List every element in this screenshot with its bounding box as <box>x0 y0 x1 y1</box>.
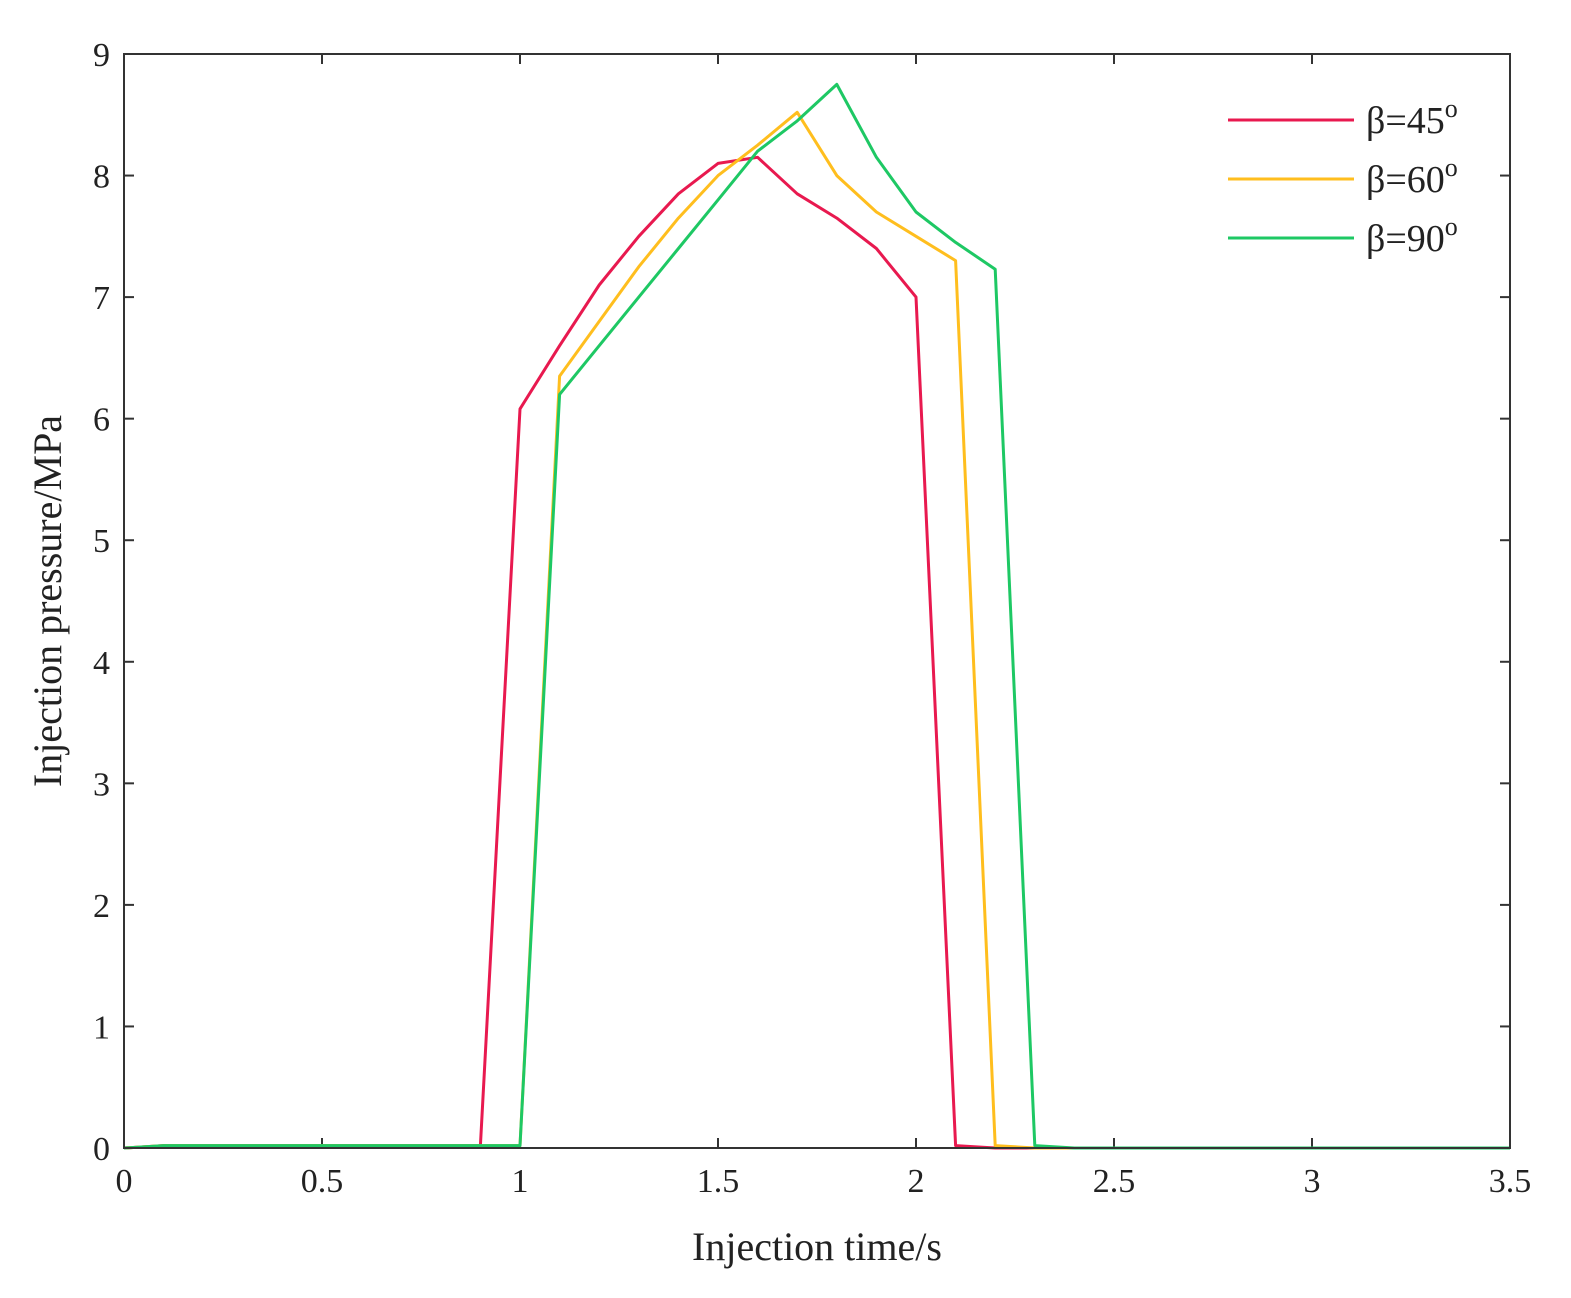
x-tick-label: 2.5 <box>1093 1163 1136 1200</box>
y-tick-label: 0 <box>93 1131 110 1168</box>
x-tick-label: 0 <box>116 1163 133 1200</box>
y-axis-title: Injection pressure/MPa <box>25 415 70 787</box>
x-tick-label: 1 <box>512 1163 529 1200</box>
x-tick-label: 2 <box>908 1163 925 1200</box>
y-tick-label: 2 <box>93 888 110 925</box>
x-tick-label: 0.5 <box>301 1163 344 1200</box>
x-tick-labels: 0 0.5 1 1.5 2 2.5 3 3.5 <box>116 1163 1532 1200</box>
series-line-3 <box>123 82 1510 1150</box>
y-tick-label: 5 <box>93 523 110 560</box>
legend-label-1: β=45o <box>1366 94 1458 142</box>
legend-label-3: β=90o <box>1366 212 1458 260</box>
y-tick-label: 3 <box>93 766 110 803</box>
x-tick-label: 3.5 <box>1489 1163 1532 1200</box>
y-tick-label: 1 <box>93 1009 110 1046</box>
y-tick-label: 7 <box>93 280 110 317</box>
x-axis-title: Injection time/s <box>692 1224 942 1269</box>
y-tick-label: 6 <box>93 402 110 439</box>
legend: β=45o β=60o β=90o <box>1228 94 1458 260</box>
y-tick-label: 4 <box>93 645 110 682</box>
y-tick-label: 9 <box>93 37 110 74</box>
plot-area-frame <box>123 53 1511 1149</box>
x-tick-label: 3 <box>1304 1163 1321 1200</box>
legend-label-2: β=60o <box>1366 153 1458 201</box>
y-tick-label: 8 <box>93 159 110 196</box>
y-tick-labels: 0 1 2 3 4 5 6 7 8 9 <box>93 37 110 1168</box>
x-tick-label: 1.5 <box>697 1163 740 1200</box>
